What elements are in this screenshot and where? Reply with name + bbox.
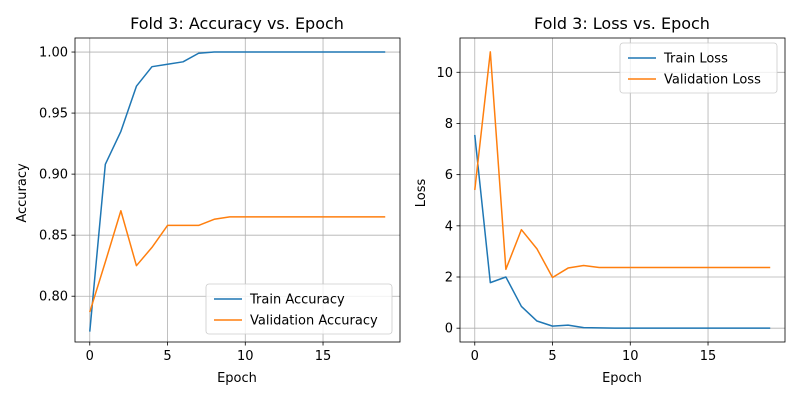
loss-legend-label: Validation Loss <box>664 73 761 88</box>
loss-series-line-train <box>474 134 771 329</box>
accuracy-y-tick-label: 0.85 <box>39 229 68 244</box>
accuracy-y-axis-label: Accuracy <box>15 163 30 223</box>
accuracy-legend-box <box>205 283 393 335</box>
accuracy-x-tick-label: 0 <box>86 349 94 364</box>
loss-x-tick-label: 10 <box>622 349 639 364</box>
loss-x-tick-label: 5 <box>548 349 556 364</box>
accuracy-x-tick-label: 10 <box>237 349 254 364</box>
loss-y-axis-label: Loss <box>414 179 429 208</box>
accuracy-x-tick-label: 5 <box>163 349 171 364</box>
accuracy-legend: Train Accuracy Validation Accuracy <box>205 283 393 335</box>
accuracy-x-axis-label: Epoch <box>217 371 257 386</box>
accuracy-y-tick-label: 1.00 <box>39 46 68 61</box>
loss-chart-title: Fold 3: Loss vs. Epoch <box>534 14 710 33</box>
loss-y-tick-label: 10 <box>436 66 453 81</box>
accuracy-x-tick-label: 15 <box>315 349 332 364</box>
loss-legend-label: Train Loss <box>663 52 728 67</box>
loss-y-tick-label: 8 <box>445 117 453 132</box>
loss-y-tick-label: 6 <box>445 168 453 183</box>
accuracy-legend-label: Train Accuracy <box>249 293 345 308</box>
accuracy-series-line-train <box>89 51 386 332</box>
loss-y-tick-label: 0 <box>445 322 453 337</box>
loss-x-axis-label: Epoch <box>602 371 642 386</box>
accuracy-legend-label: Validation Accuracy <box>250 314 378 329</box>
loss-y-tick-label: 4 <box>445 219 453 234</box>
loss-plot-frame <box>459 37 786 343</box>
accuracy-y-tick-label: 0.80 <box>39 290 68 305</box>
loss-x-tick-label: 0 <box>471 349 479 364</box>
loss-legend-box <box>619 42 778 94</box>
accuracy-chart-title: Fold 3: Accuracy vs. Epoch <box>130 14 344 33</box>
accuracy-y-tick-label: 0.95 <box>39 107 68 122</box>
loss-x-tick-label: 15 <box>700 349 717 364</box>
accuracy-chart: Fold 3: Accuracy vs. Epoch Epoch Accurac… <box>15 14 401 386</box>
loss-legend: Train Loss Validation Loss <box>619 42 778 94</box>
loss-y-tick-label: 2 <box>445 271 453 286</box>
accuracy-plot-frame <box>74 37 401 343</box>
accuracy-y-tick-label: 0.90 <box>39 168 68 183</box>
loss-chart: Fold 3: Loss vs. Epoch Epoch Loss 0 5 10 15… <box>414 14 786 386</box>
loss-series-line-validation <box>474 51 771 279</box>
accuracy-series-line-validation <box>89 210 386 313</box>
